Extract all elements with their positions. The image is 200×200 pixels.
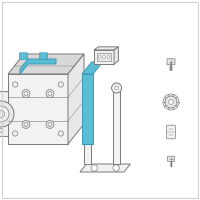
Circle shape [13, 131, 18, 136]
Polygon shape [82, 62, 103, 74]
Circle shape [0, 101, 14, 127]
FancyBboxPatch shape [167, 125, 175, 139]
Polygon shape [68, 54, 84, 144]
FancyBboxPatch shape [168, 156, 174, 161]
FancyBboxPatch shape [167, 59, 175, 65]
Circle shape [48, 92, 52, 96]
Circle shape [58, 131, 63, 136]
FancyBboxPatch shape [0, 92, 16, 136]
Polygon shape [82, 74, 93, 144]
Circle shape [24, 92, 28, 96]
Polygon shape [8, 74, 68, 144]
Circle shape [82, 83, 92, 93]
FancyBboxPatch shape [19, 53, 28, 60]
FancyBboxPatch shape [39, 53, 48, 60]
Circle shape [22, 90, 30, 98]
Circle shape [103, 56, 105, 58]
Polygon shape [113, 88, 120, 164]
Circle shape [46, 90, 54, 98]
Circle shape [0, 128, 3, 132]
Circle shape [13, 82, 18, 87]
Circle shape [113, 165, 119, 171]
Polygon shape [97, 53, 111, 61]
Circle shape [85, 86, 89, 90]
Circle shape [46, 120, 54, 128]
Circle shape [112, 83, 122, 93]
Polygon shape [84, 88, 91, 164]
Circle shape [58, 82, 63, 87]
Circle shape [24, 122, 28, 126]
Circle shape [0, 106, 9, 122]
Circle shape [115, 86, 119, 90]
Circle shape [107, 56, 110, 58]
Circle shape [91, 165, 97, 171]
Polygon shape [94, 50, 114, 64]
Polygon shape [114, 47, 118, 64]
Circle shape [0, 110, 5, 118]
Circle shape [165, 96, 177, 108]
Polygon shape [20, 59, 56, 74]
Polygon shape [80, 164, 130, 172]
Circle shape [22, 120, 30, 128]
Polygon shape [94, 47, 118, 50]
Circle shape [169, 100, 173, 104]
Circle shape [48, 122, 52, 126]
Circle shape [98, 56, 101, 58]
Polygon shape [8, 54, 84, 74]
